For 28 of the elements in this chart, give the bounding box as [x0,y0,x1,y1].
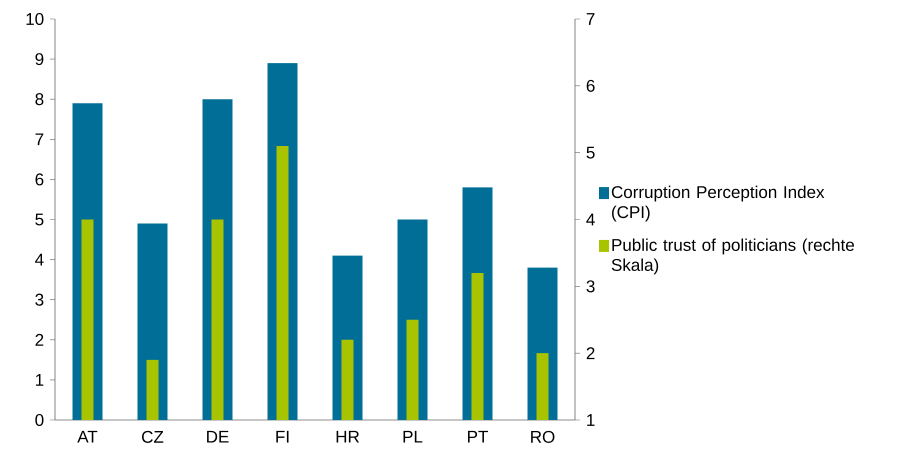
x-tick-label: AT [77,430,98,443]
y-tick-label: 6 [36,173,44,186]
y2-tick-label: 1 [587,414,594,426]
y2-tick-label: 2 [586,347,594,360]
y-tick-label: 10 [26,12,44,26]
y2-tick-label: 3 [586,280,595,292]
y-tick-label: 7 [36,133,44,146]
y-tick-label: 3 [35,294,44,306]
y-tick-label: 2 [36,334,44,346]
x-tick-label: CZ [142,430,164,443]
x-tick-label: DE [207,430,229,443]
y-tick-label: 4 [35,254,44,266]
x-tick-label: HR [336,430,359,443]
y-tick-label: 8 [35,93,44,106]
legend-label: Corruption Perception Index (CPI) [612,186,824,222]
y2-tick-label: 4 [586,214,595,226]
x-tick-label: PT [468,430,488,443]
x-tick-label: PL [404,430,422,443]
legend-label: Public trust of politicians (rechte Skala) [612,238,854,274]
x-tick-label: FI [276,430,288,443]
y2-tick-label: 5 [586,146,595,159]
y-tick-label: 0 [35,414,44,426]
y-tick-label: 9 [35,53,44,66]
y2-tick-label: 6 [586,80,595,92]
x-tick-label: RO [531,430,554,443]
y-tick-label: 1 [36,374,44,386]
y-tick-label: 5 [35,214,44,226]
y2-tick-label: 7 [586,13,594,25]
